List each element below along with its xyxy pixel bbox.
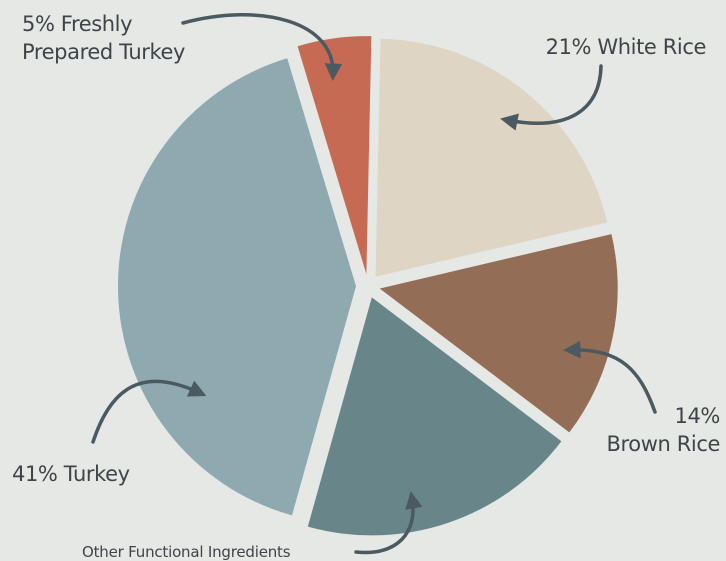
label-other-functional-ingredients: Other Functional Ingredients bbox=[82, 542, 291, 561]
label-brown-rice-line2: Brown Rice bbox=[606, 432, 721, 456]
label-white-rice: 21% White Rice bbox=[545, 33, 707, 61]
label-freshly-prepared-turkey-line2: Prepared Turkey bbox=[22, 40, 186, 64]
label-white-rice-line1: 21% White Rice bbox=[545, 35, 707, 59]
pie-slice-freshly-prepared-turkey bbox=[297, 36, 372, 275]
arrow-other-functional-ingredients bbox=[354, 491, 423, 555]
pie-slices bbox=[117, 36, 618, 536]
label-turkey-line1: 41% Turkey bbox=[12, 462, 130, 486]
arrow-freshly-prepared-turkey bbox=[181, 13, 343, 81]
pie-slice-brown-rice bbox=[379, 234, 618, 433]
arrow-turkey bbox=[91, 379, 207, 444]
arrow-white-rice bbox=[500, 64, 603, 131]
label-freshly-prepared-turkey: 5% Freshly Prepared Turkey bbox=[22, 10, 185, 66]
label-other-functional-ingredients-line1: Other Functional Ingredients bbox=[82, 543, 291, 561]
label-freshly-prepared-turkey-line1: 5% Freshly bbox=[22, 12, 133, 36]
pie-slice-other-functional-ingredients bbox=[307, 297, 562, 536]
pie-slice-white-rice bbox=[375, 38, 608, 277]
label-brown-rice-line1: 14% bbox=[674, 404, 721, 428]
callout-arrows bbox=[91, 13, 657, 555]
pie-slice-turkey bbox=[117, 58, 356, 516]
label-brown-rice: 14% Brown Rice bbox=[606, 402, 721, 458]
arrow-brown-rice bbox=[563, 340, 657, 414]
label-turkey: 41% Turkey bbox=[12, 460, 130, 488]
